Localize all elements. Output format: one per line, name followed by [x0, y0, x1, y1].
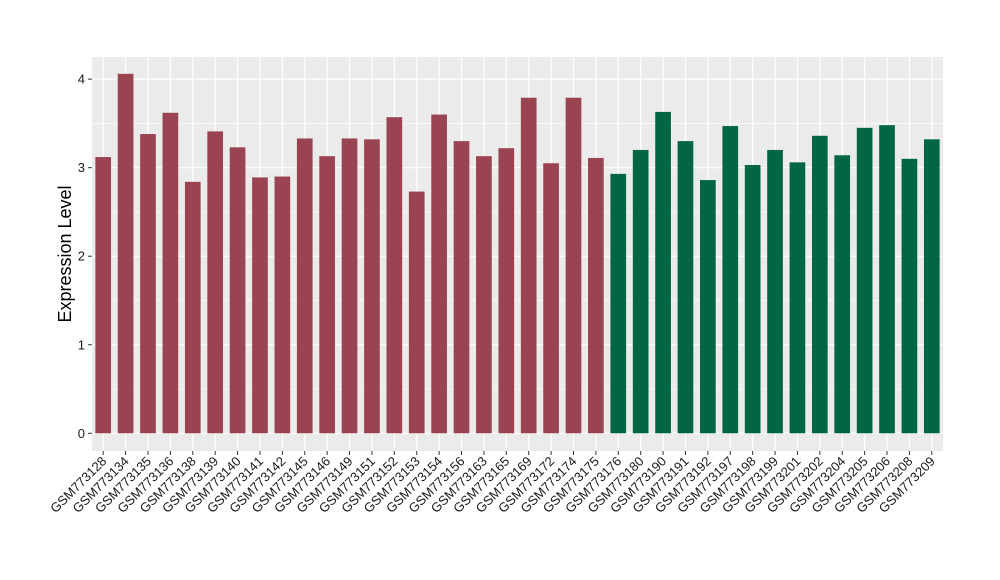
bar-GSM773149 — [341, 138, 358, 434]
y-tick-label: 3 — [78, 160, 85, 175]
bar-GSM773190 — [655, 111, 671, 434]
bar-GSM773198 — [744, 165, 761, 434]
x-axis: GSM773128GSM773134GSM773135GSM773136GSM7… — [47, 451, 938, 516]
bar-GSM773140 — [229, 147, 246, 434]
bar-GSM773154 — [431, 114, 447, 434]
bar-GSM773206 — [879, 125, 895, 434]
bar-GSM773199 — [767, 149, 783, 434]
bar-GSM773205 — [856, 127, 873, 434]
bar-GSM773134 — [117, 73, 134, 434]
y-axis: 0 1 2 3 4 — [78, 72, 92, 441]
bar-GSM773174 — [565, 97, 582, 434]
bar-GSM773128 — [95, 157, 112, 434]
bar-GSM773208 — [901, 158, 918, 434]
y-axis-title: Expression Level — [55, 185, 75, 322]
bar-GSM773151 — [364, 139, 380, 434]
bar-GSM773136 — [162, 112, 179, 434]
bar-GSM773141 — [252, 177, 268, 434]
bar-GSM773202 — [811, 135, 828, 434]
bar-GSM773197 — [722, 126, 739, 434]
bar-GSM773165 — [498, 148, 515, 434]
bar-GSM773138 — [184, 181, 201, 434]
bar-GSM773175 — [588, 157, 604, 434]
y-tick-label: 0 — [78, 426, 85, 441]
bar-GSM773204 — [834, 155, 851, 434]
bar-GSM773191 — [677, 141, 694, 434]
bar-GSM773145 — [296, 138, 313, 434]
bar-GSM773146 — [319, 156, 335, 434]
bar-GSM773201 — [789, 162, 806, 434]
bar-GSM773180 — [632, 149, 649, 434]
bar-GSM773176 — [610, 173, 627, 434]
bar-GSM773153 — [408, 191, 425, 434]
bar-GSM773135 — [140, 134, 156, 434]
y-tick-label: 4 — [78, 72, 85, 87]
bar-GSM773172 — [543, 163, 559, 434]
y-tick-label: 2 — [78, 249, 85, 264]
bar-GSM773163 — [476, 156, 492, 434]
y-tick-label: 1 — [78, 337, 85, 352]
bar-GSM773169 — [520, 97, 537, 434]
bar-GSM773209 — [923, 139, 940, 434]
bar-GSM773156 — [453, 141, 470, 434]
bars — [95, 73, 940, 434]
bar-GSM773142 — [274, 176, 291, 434]
bar-GSM773192 — [700, 180, 716, 434]
bar-GSM773152 — [386, 117, 403, 434]
bar-GSM773139 — [207, 131, 224, 434]
